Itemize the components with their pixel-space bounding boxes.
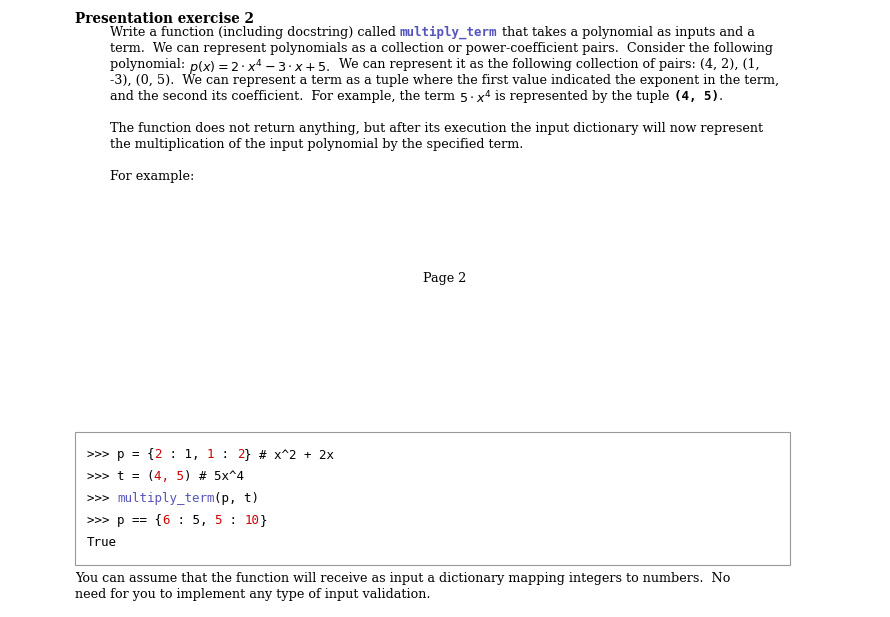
Text: -3), (0, 5).  We can represent a term as a tuple where the first value indicated: -3), (0, 5). We can represent a term as … (110, 74, 779, 87)
Text: True: True (87, 536, 117, 549)
Text: 10: 10 (245, 514, 260, 527)
Text: >>> t = (: >>> t = ( (87, 470, 155, 483)
Text: : 1,: : 1, (162, 448, 207, 461)
Text: We can represent it as the following collection of pairs: (4, 2), (1,: We can represent it as the following col… (331, 58, 759, 71)
Text: : 5,: : 5, (169, 514, 214, 527)
Text: 2: 2 (155, 448, 162, 461)
Text: :: : (214, 448, 237, 461)
Text: multiply_term: multiply_term (400, 26, 498, 39)
Text: $p(x) = 2 \cdot x^4 - 3 \cdot x + 5$.: $p(x) = 2 \cdot x^4 - 3 \cdot x + 5$. (190, 58, 331, 78)
Text: Page 2: Page 2 (424, 272, 466, 285)
Text: term.  We can represent polynomials as a collection or power-coefficient pairs. : term. We can represent polynomials as a … (110, 42, 773, 55)
Text: .: . (719, 90, 723, 103)
Text: You can assume that the function will receive as input a dictionary mapping inte: You can assume that the function will re… (75, 572, 731, 585)
Text: } # x^2 + 2x: } # x^2 + 2x (245, 448, 335, 461)
Text: >>>: >>> (87, 492, 117, 505)
Text: $5 \cdot x^4$: $5 \cdot x^4$ (459, 90, 491, 107)
Text: ) # 5x^4: ) # 5x^4 (184, 470, 245, 483)
Text: :: : (222, 514, 245, 527)
Text: >>> p == {: >>> p == { (87, 514, 162, 527)
Bar (75, 432, 790, 565)
Text: need for you to implement any type of input validation.: need for you to implement any type of in… (75, 588, 431, 601)
Text: 5: 5 (214, 514, 222, 527)
Text: Write a function (including docstring) called: Write a function (including docstring) c… (110, 26, 400, 39)
Text: and the second its coefficient.  For example, the term: and the second its coefficient. For exam… (110, 90, 459, 103)
Text: }: } (260, 514, 267, 527)
Text: (p, t): (p, t) (214, 492, 260, 505)
Text: (4, 5): (4, 5) (674, 90, 719, 103)
Text: multiply_term: multiply_term (117, 492, 214, 505)
Text: polynomial:: polynomial: (110, 58, 190, 71)
Text: 1: 1 (207, 448, 214, 461)
Text: 4, 5: 4, 5 (155, 470, 184, 483)
Text: >>> p = {: >>> p = { (87, 448, 155, 461)
Text: The function does not return anything, but after its execution the input diction: The function does not return anything, b… (110, 122, 763, 135)
Text: Presentation exercise 2: Presentation exercise 2 (75, 12, 254, 26)
Text: 6: 6 (162, 514, 169, 527)
Text: 2: 2 (237, 448, 245, 461)
Text: is represented by the tuple: is represented by the tuple (491, 90, 674, 103)
Text: that takes a polynomial as inputs and a: that takes a polynomial as inputs and a (498, 26, 755, 39)
Text: For example:: For example: (110, 170, 194, 183)
Text: the multiplication of the input polynomial by the specified term.: the multiplication of the input polynomi… (110, 138, 523, 151)
